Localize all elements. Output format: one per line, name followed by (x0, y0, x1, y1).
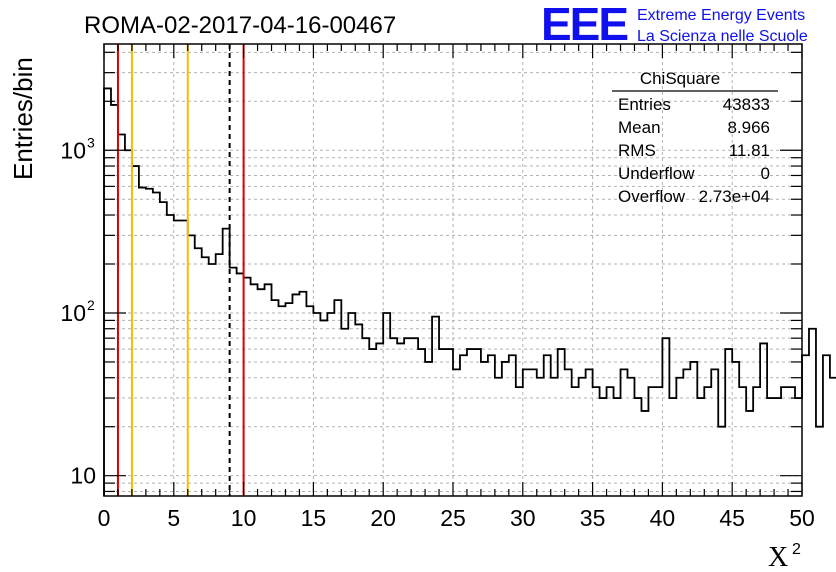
grid-lines (104, 44, 802, 496)
stats-row-value: 8.966 (727, 118, 770, 137)
y-tick-label: 10 (70, 463, 96, 489)
stats-row-value: 2.73e+04 (699, 187, 770, 206)
x-tick-label: 45 (719, 505, 745, 531)
x-tick-label: 20 (370, 505, 396, 531)
x-tick-label: 10 (231, 505, 257, 531)
eee-logo-line2: La Scienza nelle Scuole (637, 28, 808, 45)
stats-box-rows: Entries 43833 Mean 8.966 RMS 11.81 Underflow 0 O… (618, 95, 770, 206)
stats-box-title: ChiSquare (640, 69, 720, 88)
y-axis-label: Entries/bin (8, 57, 38, 180)
x-tick-label: 40 (650, 505, 676, 531)
y-tick-label-base: 10 (60, 137, 86, 163)
stats-row-label: RMS (618, 141, 656, 160)
x-axis-label-base: X (768, 542, 788, 572)
stats-row-label: Underflow (618, 164, 695, 183)
x-tick-label: 5 (167, 505, 180, 531)
x-axis-label-superscript: 2 (792, 541, 801, 558)
x-tick-label: 15 (301, 505, 327, 531)
x-tick-label: 30 (510, 505, 536, 531)
y-tick-label: 10 3 (60, 134, 95, 163)
marker-lines (116, 44, 245, 496)
y-tick-label-base: 10 (70, 463, 96, 489)
stats-row-label: Mean (618, 118, 661, 137)
x-tick-label: 25 (440, 505, 466, 531)
chart-title: ROMA-02-2017-04-16-00467 (84, 12, 396, 39)
x-tick-label: 0 (98, 505, 111, 531)
stats-row-label: Overflow (618, 187, 686, 206)
y-tick-label-base: 10 (60, 300, 86, 326)
axis-ticks (103, 44, 803, 496)
stats-row-label: Entries (618, 95, 671, 114)
stats-row-value: 43833 (723, 95, 770, 114)
eee-logo-line1: Extreme Energy Events (637, 7, 805, 24)
stats-row-value: 0 (761, 164, 770, 183)
stats-box: ChiSquare Entries 43833 Mean 8.966 RMS 11.81 U… (612, 69, 778, 206)
y-tick-label-exponent: 2 (87, 297, 95, 313)
x-tick-label: 50 (789, 505, 815, 531)
y-tick-label-exponent: 3 (87, 134, 95, 150)
y-tick-label: 10 2 (60, 297, 95, 326)
eee-logo-text: EEE (541, 0, 627, 50)
x-axis-label: X 2 (768, 541, 801, 572)
x-tick-labels: 0 5 10 15 20 25 30 35 40 45 50 (98, 505, 815, 531)
stats-row-value: 11.81 (729, 141, 770, 160)
x-tick-label: 35 (580, 505, 606, 531)
